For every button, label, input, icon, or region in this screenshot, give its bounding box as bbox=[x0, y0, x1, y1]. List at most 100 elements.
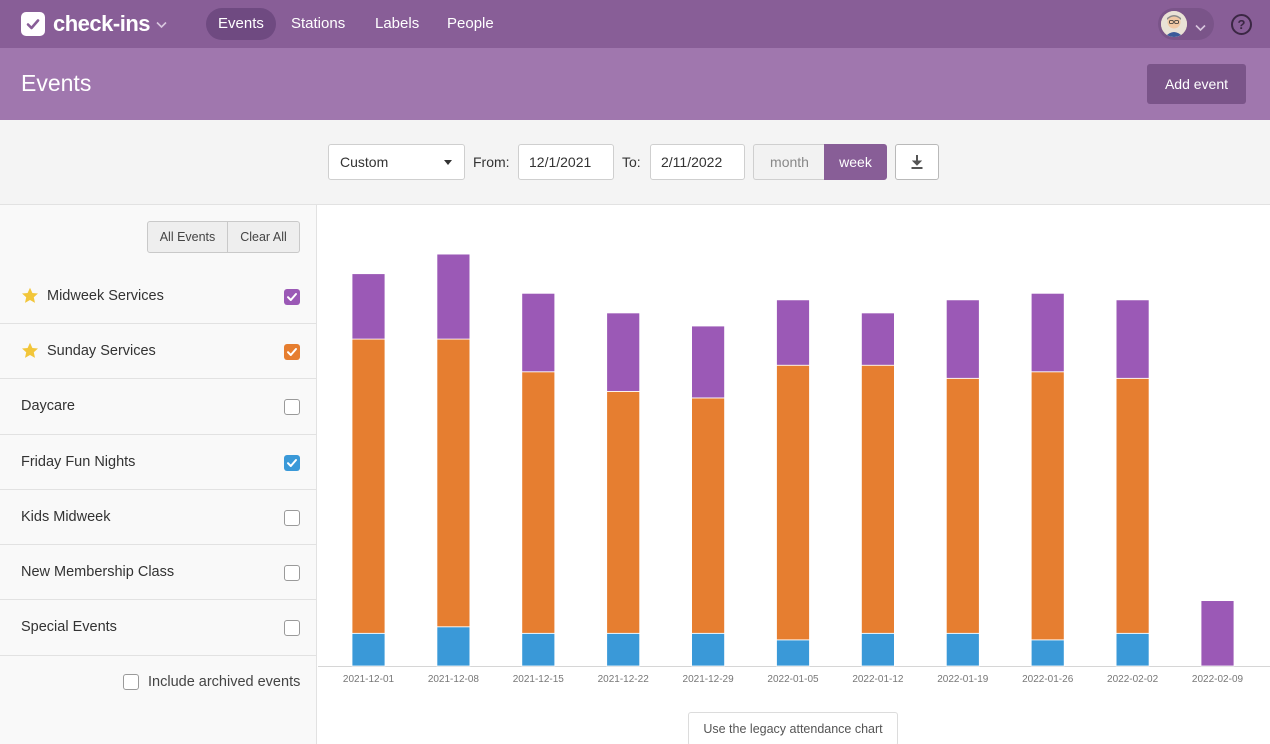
attendance-chart-svg: 2021-12-01 2021-12-08 2021-12-15 2021-12-22… bbox=[318, 253, 1270, 685]
to-date-input[interactable]: 2/11/2022 bbox=[650, 144, 745, 180]
event-row[interactable]: Midweek Services bbox=[0, 269, 316, 324]
top-nav: check-ins Events Stations Labels People … bbox=[0, 0, 1270, 48]
bar-2022-01-26-series-0[interactable] bbox=[1030, 639, 1065, 667]
chevron-down-icon bbox=[156, 16, 167, 34]
group-by-week-button[interactable]: week bbox=[824, 144, 887, 180]
bar-2022-02-02-series-0[interactable] bbox=[1115, 632, 1150, 667]
bar-2022-01-19-series-1[interactable] bbox=[945, 377, 980, 634]
download-icon bbox=[896, 155, 938, 183]
bar-2021-12-15-series-0[interactable] bbox=[521, 632, 556, 667]
event-name: New Membership Class bbox=[21, 564, 175, 581]
nav-labels[interactable]: Labels bbox=[375, 15, 420, 32]
include-archived-toggle[interactable]: Include archived events bbox=[123, 673, 300, 691]
app-switcher[interactable]: check-ins bbox=[21, 11, 167, 37]
bar-2022-01-05-series-2[interactable] bbox=[776, 299, 810, 366]
event-row[interactable]: New Membership Class bbox=[0, 545, 316, 601]
event-checkbox[interactable] bbox=[284, 565, 300, 582]
event-name: Friday Fun Nights bbox=[21, 453, 136, 470]
bar-2021-12-08-series-2[interactable] bbox=[436, 253, 471, 340]
event-checkbox[interactable] bbox=[284, 509, 300, 526]
bar-2022-01-12-series-0[interactable] bbox=[861, 632, 895, 667]
user-menu[interactable] bbox=[1158, 8, 1214, 40]
event-checkbox[interactable] bbox=[284, 399, 300, 416]
event-row[interactable]: Daycare bbox=[0, 379, 316, 435]
event-checkbox[interactable] bbox=[284, 344, 300, 360]
x-tick-label: 2021-12-01 bbox=[343, 674, 395, 685]
star-icon[interactable] bbox=[21, 287, 39, 309]
page-title: Events bbox=[21, 70, 92, 96]
event-name: Daycare bbox=[21, 398, 75, 415]
event-row[interactable]: Special Events bbox=[0, 600, 316, 656]
x-tick-label: 2021-12-29 bbox=[683, 674, 735, 685]
bar-2022-01-05-series-1[interactable] bbox=[776, 364, 810, 641]
event-row[interactable]: Friday Fun Nights bbox=[0, 435, 316, 490]
page-header: Events Add event bbox=[0, 48, 1270, 120]
group-by-month-button[interactable]: month bbox=[753, 144, 825, 180]
bar-2021-12-01-series-0[interactable] bbox=[351, 632, 386, 667]
event-row[interactable]: Kids Midweek bbox=[0, 490, 316, 546]
x-tick-label: 2021-12-22 bbox=[598, 674, 650, 685]
chevron-down-icon bbox=[1195, 19, 1206, 37]
event-checkbox[interactable] bbox=[284, 620, 300, 637]
from-label: From: bbox=[473, 154, 510, 170]
x-tick-label: 2022-02-09 bbox=[1192, 674, 1244, 685]
bar-2022-01-19-series-2[interactable] bbox=[945, 299, 980, 379]
event-checkbox[interactable] bbox=[284, 289, 300, 305]
x-tick-label: 2022-01-26 bbox=[1022, 674, 1074, 685]
include-archived-checkbox[interactable] bbox=[123, 674, 139, 690]
to-label: To: bbox=[622, 154, 641, 170]
bar-2021-12-15-series-1[interactable] bbox=[521, 371, 556, 634]
include-archived-label: Include archived events bbox=[148, 674, 301, 690]
bar-2022-01-12-series-1[interactable] bbox=[861, 364, 895, 634]
download-button[interactable] bbox=[895, 144, 939, 180]
avatar bbox=[1161, 11, 1187, 37]
event-name: Kids Midweek bbox=[21, 508, 111, 525]
x-tick-label: 2022-01-05 bbox=[767, 674, 819, 685]
bar-2021-12-15-series-2[interactable] bbox=[521, 292, 556, 373]
event-list: Midweek Services Sunday Services Daycare Fr… bbox=[0, 269, 316, 656]
date-range-select[interactable]: Custom bbox=[328, 144, 465, 180]
bar-2022-02-09-series-2[interactable] bbox=[1200, 600, 1235, 667]
bar-2021-12-08-series-0[interactable] bbox=[436, 626, 471, 667]
x-tick-label: 2022-02-02 bbox=[1107, 674, 1159, 685]
nav-events[interactable]: Events bbox=[206, 8, 276, 40]
all-events-button[interactable]: All Events bbox=[147, 221, 228, 253]
bar-2021-12-01-series-2[interactable] bbox=[351, 273, 386, 340]
nav-people[interactable]: People bbox=[447, 15, 494, 32]
attendance-chart: 2021-12-01 2021-12-08 2021-12-15 2021-12-22… bbox=[318, 205, 1270, 744]
bar-2022-01-26-series-2[interactable] bbox=[1030, 292, 1065, 373]
bar-2021-12-29-series-0[interactable] bbox=[691, 632, 726, 667]
bar-2021-12-29-series-1[interactable] bbox=[691, 397, 726, 634]
event-checkbox[interactable] bbox=[284, 454, 300, 471]
event-name: Special Events bbox=[21, 619, 117, 636]
bar-2022-01-19-series-0[interactable] bbox=[945, 632, 980, 667]
x-tick-label: 2021-12-08 bbox=[428, 674, 480, 685]
bar-2022-01-12-series-2[interactable] bbox=[861, 312, 895, 366]
legacy-chart-button[interactable]: Use the legacy attendance chart bbox=[688, 712, 898, 744]
add-event-button[interactable]: Add event bbox=[1147, 64, 1246, 104]
bar-2022-02-02-series-2[interactable] bbox=[1115, 299, 1150, 379]
x-tick-label: 2021-12-15 bbox=[513, 674, 565, 685]
bar-2021-12-08-series-1[interactable] bbox=[436, 338, 471, 628]
bar-2022-02-02-series-1[interactable] bbox=[1115, 377, 1150, 634]
caret-down-icon bbox=[444, 160, 452, 165]
bar-2022-01-26-series-1[interactable] bbox=[1030, 371, 1065, 641]
clear-all-button[interactable]: Clear All bbox=[228, 221, 300, 253]
event-sidebar: All Events Clear All Midweek Services Sun… bbox=[0, 205, 317, 744]
help-icon[interactable]: ? bbox=[1231, 14, 1252, 35]
star-icon[interactable] bbox=[21, 342, 39, 364]
bar-2021-12-22-series-1[interactable] bbox=[606, 390, 641, 634]
bar-2021-12-29-series-2[interactable] bbox=[691, 325, 726, 399]
nav-stations[interactable]: Stations bbox=[291, 15, 346, 32]
event-name: Midweek Services bbox=[47, 288, 164, 304]
bar-2021-12-22-series-2[interactable] bbox=[606, 312, 641, 392]
bar-2021-12-22-series-0[interactable] bbox=[606, 632, 641, 667]
selection-button-group: All Events Clear All bbox=[147, 221, 300, 253]
date-filter-bar: Custom From: 12/1/2021 To: 2/11/2022 mon… bbox=[0, 120, 1270, 205]
from-date-input[interactable]: 12/1/2021 bbox=[518, 144, 614, 180]
bar-2022-01-05-series-0[interactable] bbox=[776, 639, 810, 667]
event-row[interactable]: Sunday Services bbox=[0, 324, 316, 380]
app-name: check-ins bbox=[53, 11, 151, 36]
bar-2021-12-01-series-1[interactable] bbox=[351, 338, 386, 634]
x-tick-label: 2022-01-19 bbox=[937, 674, 989, 685]
